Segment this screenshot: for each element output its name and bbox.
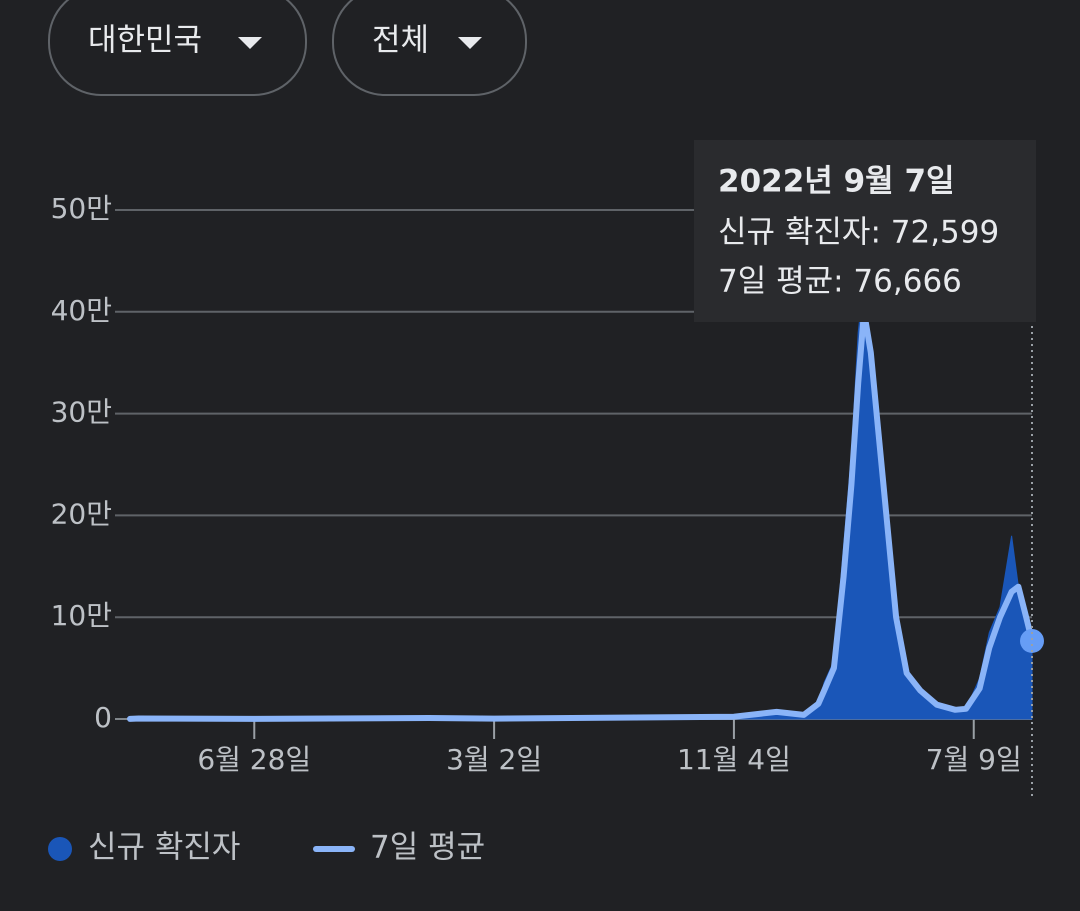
filter-label[interactable]: 전체 xyxy=(372,23,429,59)
country-filter[interactable]: 대한민국 xyxy=(48,0,307,96)
tooltip-line: 신규 확진자: 72,599 xyxy=(718,215,999,251)
y-tick-label: 40만 xyxy=(51,294,112,327)
filter-label[interactable]: 대한민국 xyxy=(88,23,202,59)
legend: 신규 확진자 7일 평균 xyxy=(48,830,485,866)
legend-label: 신규 확진자 xyxy=(88,830,240,866)
pill[interactable] xyxy=(332,0,527,96)
x-tick-label: 7월 9일 xyxy=(926,743,1022,776)
y-tick-label: 20만 xyxy=(51,497,112,530)
legend-label: 7일 평균 xyxy=(370,830,485,866)
tooltip-line: 7일 평균: 76,666 xyxy=(718,264,962,300)
x-tick-label: 6월 28일 xyxy=(197,743,311,776)
x-tick-label: 11월 4일 xyxy=(677,743,791,776)
hover-point xyxy=(1020,628,1044,653)
x-tick-label: 3월 2일 xyxy=(446,743,542,776)
tooltip xyxy=(694,140,1036,322)
y-tick-label: 30만 xyxy=(51,396,112,429)
tooltip-title: 2022년 9월 7일 xyxy=(718,164,955,200)
average-line xyxy=(127,308,1035,722)
pill[interactable] xyxy=(48,0,307,96)
dropdown-arrow xyxy=(458,37,482,49)
dropdown-arrow xyxy=(238,37,262,49)
plot: 0 10만 20만 30만 40만 50만 6월 28일 3월 2일 11월 4일 7월 9일 xyxy=(51,192,1044,776)
y-tick-label: 50만 xyxy=(51,192,112,225)
range-filter[interactable]: 전체 xyxy=(332,0,527,96)
y-tick-label: 10만 xyxy=(51,599,112,632)
y-tick-label: 0 xyxy=(94,701,112,734)
legend-swatch xyxy=(48,837,72,861)
